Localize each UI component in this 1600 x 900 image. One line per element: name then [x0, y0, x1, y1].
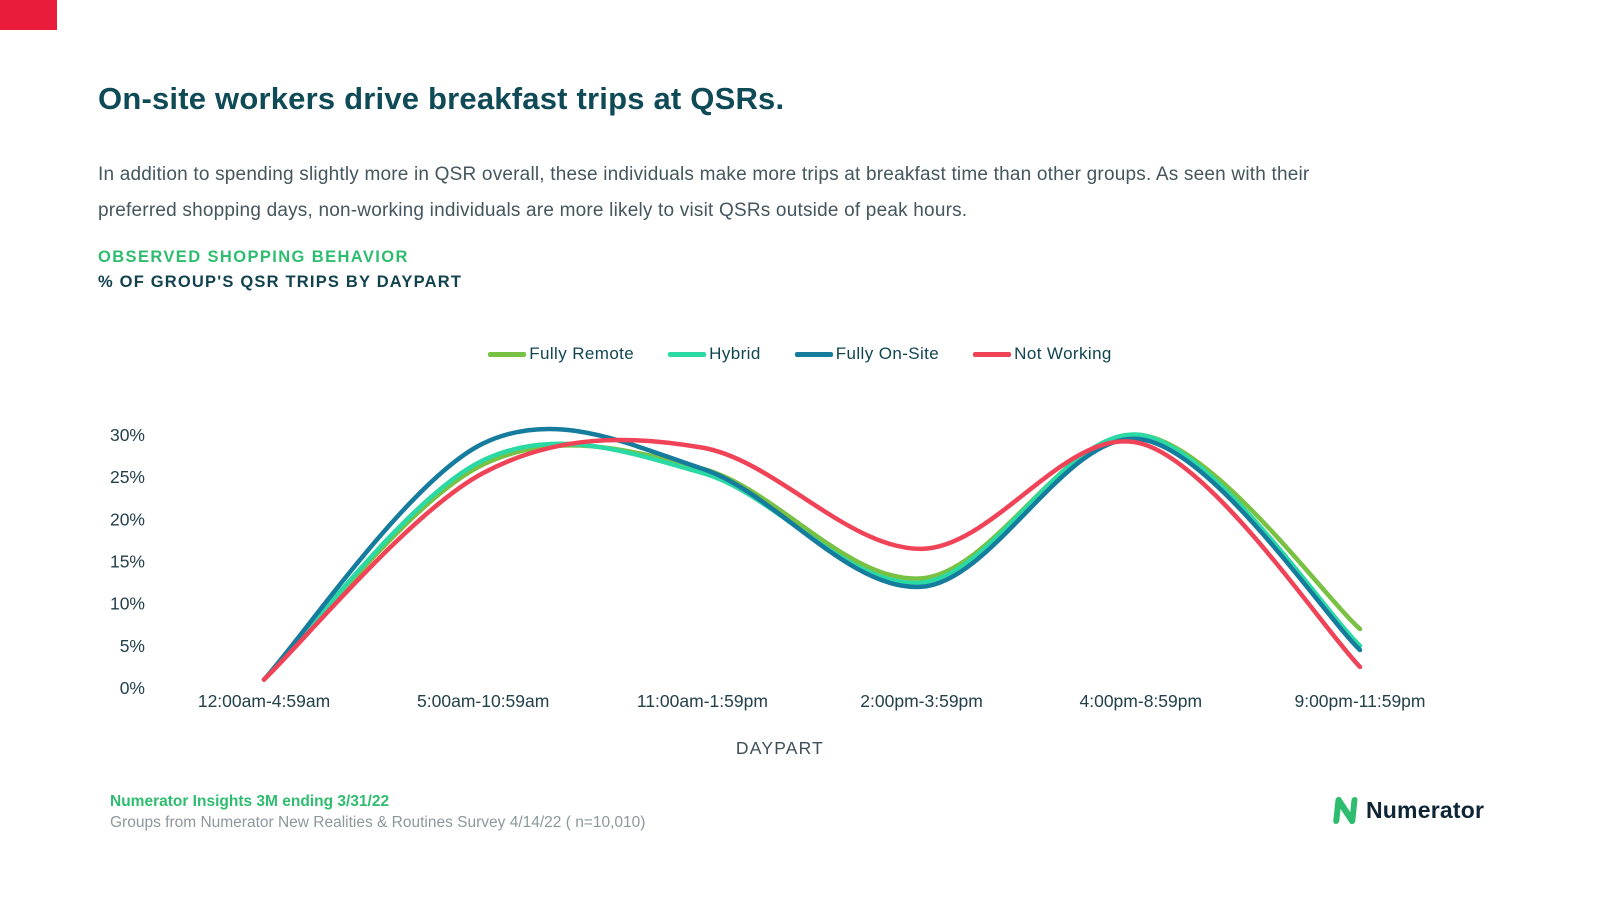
x-tick-label: 2:00pm-3:59pm: [860, 691, 983, 711]
legend-label: Not Working: [1014, 344, 1112, 363]
body-text: In addition to spending slightly more in…: [98, 164, 1310, 221]
y-tick-label: 0%: [120, 678, 145, 698]
x-tick-label: 9:00pm-11:59pm: [1294, 691, 1425, 711]
series-line-fully-on-site: [261, 426, 1363, 682]
legend-item: Fully On-Site: [794, 344, 940, 364]
corner-flag: [0, 0, 57, 30]
x-tick-label: 4:00pm-8:59pm: [1080, 691, 1203, 711]
section-subtitle: % OF GROUP'S QSR TRIPS BY DAYPART: [98, 273, 463, 291]
x-axis-title: DAYPART: [735, 738, 825, 758]
y-tick-label: 30%: [110, 425, 145, 445]
legend-swatch: [794, 351, 833, 357]
legend-item: Hybrid: [668, 344, 761, 364]
x-tick-label: 5:00am-10:59am: [417, 691, 549, 711]
chart-legend: Fully Remote Hybrid Fully On-Site Not Worki…: [0, 344, 1600, 364]
legend-label: Hybrid: [709, 344, 761, 363]
y-tick-label: 20%: [110, 509, 145, 529]
legend-swatch: [488, 351, 527, 357]
legend-swatch: [973, 351, 1012, 357]
numerator-logo-icon: [1330, 795, 1358, 825]
brand-logo: Numerator: [1330, 795, 1484, 825]
footer-source: Numerator Insights 3M ending 3/31/22: [110, 793, 390, 810]
chart-area: 30% 25% 20% 15% 10% 5% 0% 12:00am-4:59am 5:00am-…: [85, 400, 1455, 730]
x-tick-label: 12:00am-4:59am: [198, 691, 330, 711]
y-tick-label: 25%: [110, 467, 145, 487]
footer-detail: Groups from Numerator New Realities & Ro…: [110, 814, 646, 831]
legend-item: Fully Remote: [488, 344, 634, 364]
x-tick-label: 11:00am-1:59pm: [637, 691, 768, 711]
legend-label: Fully Remote: [529, 344, 635, 363]
y-tick-label: 10%: [110, 594, 145, 614]
page-title: On-site workers drive breakfast trips at…: [98, 80, 785, 116]
section-eyebrow: OBSERVED SHOPPING BEHAVIOR: [98, 248, 409, 266]
legend-label: Fully On-Site: [835, 344, 940, 363]
series-line-fully-remote: [261, 432, 1363, 682]
brand-wordmark: Numerator: [1366, 796, 1485, 823]
series-line-hybrid: [261, 432, 1363, 682]
series-line-not-working: [261, 437, 1363, 682]
legend-swatch: [668, 351, 707, 357]
y-tick-label: 5%: [120, 636, 145, 656]
y-tick-label: 15%: [110, 552, 145, 572]
legend-item: Not Working: [973, 344, 1112, 364]
chart-svg: 30% 25% 20% 15% 10% 5% 0% 12:00am-4:59am 5:00am-…: [110, 425, 1426, 711]
